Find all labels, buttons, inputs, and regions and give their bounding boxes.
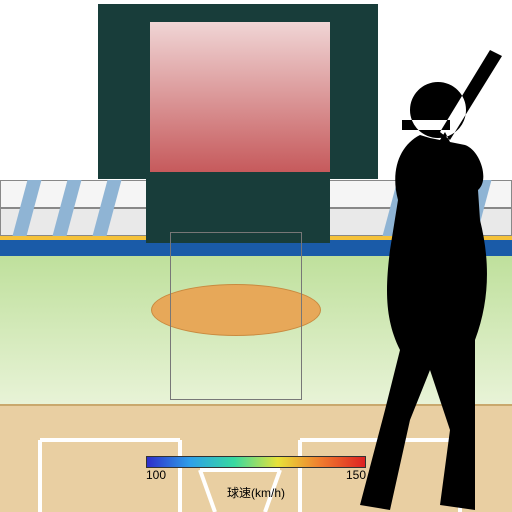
velocity-legend: 100 150 球速(km/h) xyxy=(146,456,366,501)
batter-silhouette xyxy=(290,50,512,510)
velocity-tick-max: 150 xyxy=(346,468,366,482)
velocity-ticks: 100 150 xyxy=(146,468,366,482)
velocity-tick-min: 100 xyxy=(146,468,166,482)
velocity-colorbar xyxy=(146,456,366,468)
strike-zone xyxy=(170,232,302,400)
pitch-location-scene: 100 150 球速(km/h) xyxy=(0,0,512,512)
velocity-label: 球速(km/h) xyxy=(146,484,366,501)
